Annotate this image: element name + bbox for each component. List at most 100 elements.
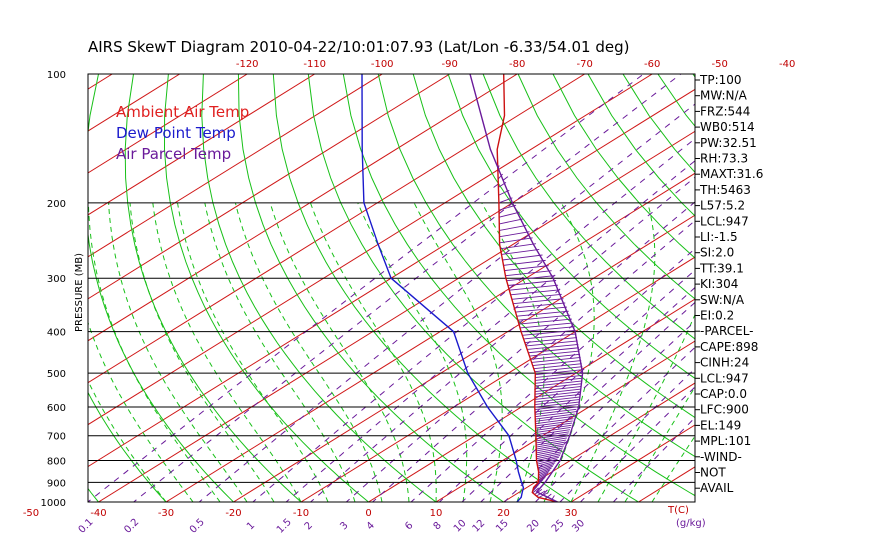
cape-hatch bbox=[499, 224, 527, 231]
mixing-ratio-line bbox=[503, 320, 695, 502]
mixing-ratio-line bbox=[132, 74, 682, 502]
pressure-tick-label: 800 bbox=[47, 457, 66, 468]
bottom-temp-tick-label: -40 bbox=[90, 508, 106, 519]
cape-hatch bbox=[535, 420, 573, 427]
cape-hatch bbox=[535, 433, 569, 440]
cape-hatch bbox=[503, 259, 546, 266]
moist-adiabat-line bbox=[357, 202, 468, 502]
cape-hatch bbox=[514, 302, 566, 309]
legend-parcel: Air Parcel Temp bbox=[116, 145, 231, 163]
index-item: PW:32.51 bbox=[700, 136, 757, 150]
cape-hatch bbox=[518, 318, 572, 325]
bottom-temp-tick-label: 0 bbox=[365, 508, 371, 519]
mixing-ratio-tick-label: 30 bbox=[570, 518, 587, 535]
cape-hatch bbox=[536, 441, 566, 448]
moist-adiabat-line bbox=[234, 202, 383, 502]
top-temp-tick-label: -60 bbox=[644, 59, 660, 70]
cape-hatch bbox=[535, 418, 574, 425]
cape-hatch bbox=[538, 465, 553, 472]
bottom-temp-tick-label: -10 bbox=[293, 508, 309, 519]
dew-point-temp-line bbox=[361, 74, 525, 502]
index-item: CAP:0.0 bbox=[700, 387, 747, 401]
isotherm-line bbox=[88, 74, 315, 216]
cape-hatch bbox=[536, 455, 561, 461]
dry-adiabat-line bbox=[88, 391, 167, 502]
top-temp-tick-label: -120 bbox=[236, 59, 259, 70]
cape-hatch bbox=[538, 476, 546, 482]
index-item: WB0:514 bbox=[700, 120, 755, 134]
cape-hatch bbox=[536, 447, 564, 454]
dry-adiabat-line bbox=[307, 74, 640, 502]
isotherm-line bbox=[774, 74, 870, 502]
cape-hatch bbox=[517, 314, 571, 321]
cape-hatch bbox=[497, 173, 503, 180]
mixing-ratio-line bbox=[88, 74, 644, 502]
cape-hatch bbox=[504, 265, 549, 272]
cape-hatch bbox=[533, 363, 582, 370]
cape-hatch bbox=[535, 375, 582, 381]
cape-hatch bbox=[516, 310, 569, 317]
dry-adiabat-line bbox=[763, 74, 870, 511]
top-temp-tick-label: -70 bbox=[577, 59, 593, 70]
cape-hatch bbox=[499, 218, 524, 225]
cape-hatch bbox=[535, 422, 573, 429]
index-item: LI:-1.5 bbox=[700, 230, 738, 244]
pressure-tick-label: 1000 bbox=[41, 498, 66, 509]
cape-hatch bbox=[521, 326, 576, 333]
index-item: MW:N/A bbox=[700, 89, 748, 103]
index-item: TT:39.1 bbox=[699, 261, 744, 275]
bottom-temp-tick-label: -50 bbox=[23, 508, 39, 519]
cape-hatch bbox=[535, 383, 581, 390]
isotherm-line bbox=[368, 298, 695, 502]
mixing-ratio-line bbox=[559, 367, 695, 502]
cape-hatch bbox=[509, 284, 559, 291]
dry-adiabat-line bbox=[88, 74, 235, 502]
mixing-ratio-tick-label: 0.2 bbox=[122, 517, 141, 536]
cape-hatch bbox=[537, 462, 556, 469]
top-temp-tick-label: -110 bbox=[303, 59, 326, 70]
bottom-temp-tick-label: 20 bbox=[497, 508, 510, 519]
index-item: TH:5463 bbox=[699, 183, 751, 197]
dry-adiabat-line bbox=[88, 487, 100, 502]
pressure-tick-label: 900 bbox=[47, 478, 66, 489]
cape-hatch bbox=[502, 254, 543, 261]
mixing-ratio-tick-label: 12 bbox=[471, 518, 488, 535]
index-item: CAPE:898 bbox=[700, 340, 758, 354]
dry-adiabat-line bbox=[447, 74, 695, 380]
mixing-ratio-line bbox=[309, 176, 695, 502]
top-temp-tick-label: -100 bbox=[371, 59, 394, 70]
cape-hatch bbox=[532, 487, 539, 494]
moist-adiabat-line bbox=[108, 202, 248, 502]
cape-hatch bbox=[499, 231, 530, 238]
isotherm-line bbox=[88, 74, 653, 426]
pressure-tick-label: 400 bbox=[47, 328, 66, 339]
moist-adiabat-line bbox=[651, 435, 695, 502]
cape-hatch bbox=[515, 306, 568, 313]
cape-hatch bbox=[536, 445, 564, 452]
index-item: TP:100 bbox=[699, 73, 742, 87]
cape-hatch bbox=[534, 386, 581, 392]
isotherm-line bbox=[98, 130, 695, 502]
cape-hatch bbox=[535, 380, 582, 387]
top-temp-tick-label: -50 bbox=[712, 59, 728, 70]
cape-hatch bbox=[510, 289, 560, 296]
mixing-ratio-unit: (g/kg) bbox=[676, 518, 706, 529]
index-item: FRZ:544 bbox=[700, 104, 750, 118]
cape-hatch bbox=[523, 333, 577, 340]
cape-hatch bbox=[534, 388, 581, 395]
dry-adiabat-line bbox=[163, 74, 370, 502]
mixing-ratio-tick-label: 15 bbox=[494, 518, 511, 535]
cape-hatch bbox=[536, 443, 565, 450]
cape-hatch bbox=[506, 275, 555, 282]
cape-hatch bbox=[525, 340, 578, 347]
pressure-tick-label: 100 bbox=[47, 70, 66, 81]
cape-hatch bbox=[524, 337, 578, 343]
cape-hatch bbox=[519, 322, 574, 329]
dry-adiabat-line bbox=[124, 74, 302, 502]
isotherm-line bbox=[88, 74, 585, 384]
cape-hatch bbox=[522, 329, 576, 336]
moist-adiabat-line bbox=[88, 202, 221, 502]
cape-hatch bbox=[534, 404, 578, 410]
cape-hatch bbox=[535, 429, 571, 436]
cape-hatch bbox=[532, 360, 582, 367]
